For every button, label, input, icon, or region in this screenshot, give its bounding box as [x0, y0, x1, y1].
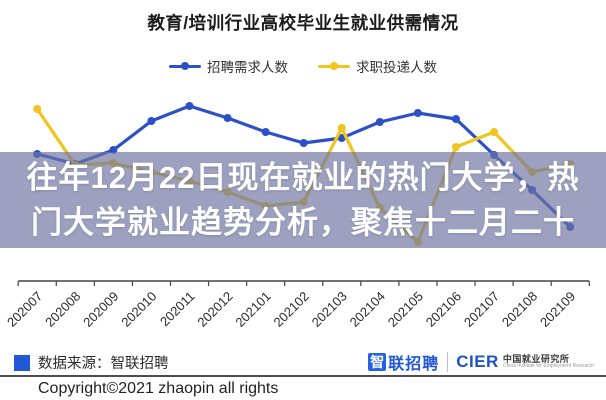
- cier-logo-text: CIER: [456, 352, 499, 371]
- cier-name-cn: 中国就业研究所: [502, 353, 570, 364]
- x-tick-label: 202109: [537, 289, 578, 330]
- x-tick-label: 202107: [461, 289, 502, 330]
- article-title-overlay: 往年12月22日现在就业的热门大学，热 门大学就业趋势分析，聚焦十二月二十: [0, 152, 606, 248]
- zhaopin-logo-text: 联招聘: [388, 356, 440, 373]
- x-tick-label: 202007: [4, 289, 45, 330]
- demand-line-marker-icon: [169, 62, 201, 70]
- x-tick-label: 202103: [309, 289, 350, 330]
- x-tick-label: 202008: [42, 289, 83, 330]
- x-tick-label: 202010: [118, 289, 159, 330]
- chart-title: 教育/培训行业高校毕业生就业供需情况: [147, 13, 459, 33]
- x-tick-label: 202106: [423, 289, 464, 330]
- source-square-icon: [14, 354, 30, 371]
- x-tick-label: 202105: [385, 289, 426, 330]
- data-source: 数据来源：智联招聘: [14, 352, 169, 373]
- overlay-text-line2: 门大学就业趋势分析，聚焦十二月二十: [31, 205, 575, 240]
- zhaopin-logo-icon: 智: [368, 353, 387, 371]
- legend-item-demand: 招聘需求人数: [169, 56, 288, 76]
- logo-divider: [447, 352, 449, 372]
- legend-label-applications: 求职投递人数: [356, 60, 437, 75]
- applications-line-marker-icon: [318, 62, 350, 70]
- copyright-text: Copyright©2021 zhaopin all rights: [38, 380, 279, 397]
- data-source-label: 数据来源：智联招聘: [38, 356, 169, 372]
- x-tick-label: 202102: [271, 289, 312, 330]
- legend-item-applications: 求职投递人数: [318, 56, 437, 76]
- chart-legend: 招聘需求人数 求职投递人数: [0, 56, 606, 76]
- footer-divider-line: [0, 375, 606, 377]
- cier-name-en: China Institute for Employment Research: [502, 363, 594, 370]
- footer-logos: 智 联招聘 CIER 中国就业研究所 China Institute for E…: [368, 350, 594, 374]
- x-tick-label: 202011: [157, 289, 198, 330]
- overlay-text-line1: 往年12月22日现在就业的热门大学，热: [26, 160, 580, 195]
- x-tick-label: 202009: [80, 289, 121, 330]
- x-tick-label: 202101: [232, 289, 273, 330]
- legend-label-demand: 招聘需求人数: [207, 60, 288, 75]
- x-tick-label: 202012: [194, 289, 235, 330]
- x-tick-label: 202104: [347, 289, 388, 330]
- x-tick-label: 202108: [499, 289, 540, 330]
- cier-institute-name: 中国就业研究所 China Institute for Employment R…: [502, 353, 594, 370]
